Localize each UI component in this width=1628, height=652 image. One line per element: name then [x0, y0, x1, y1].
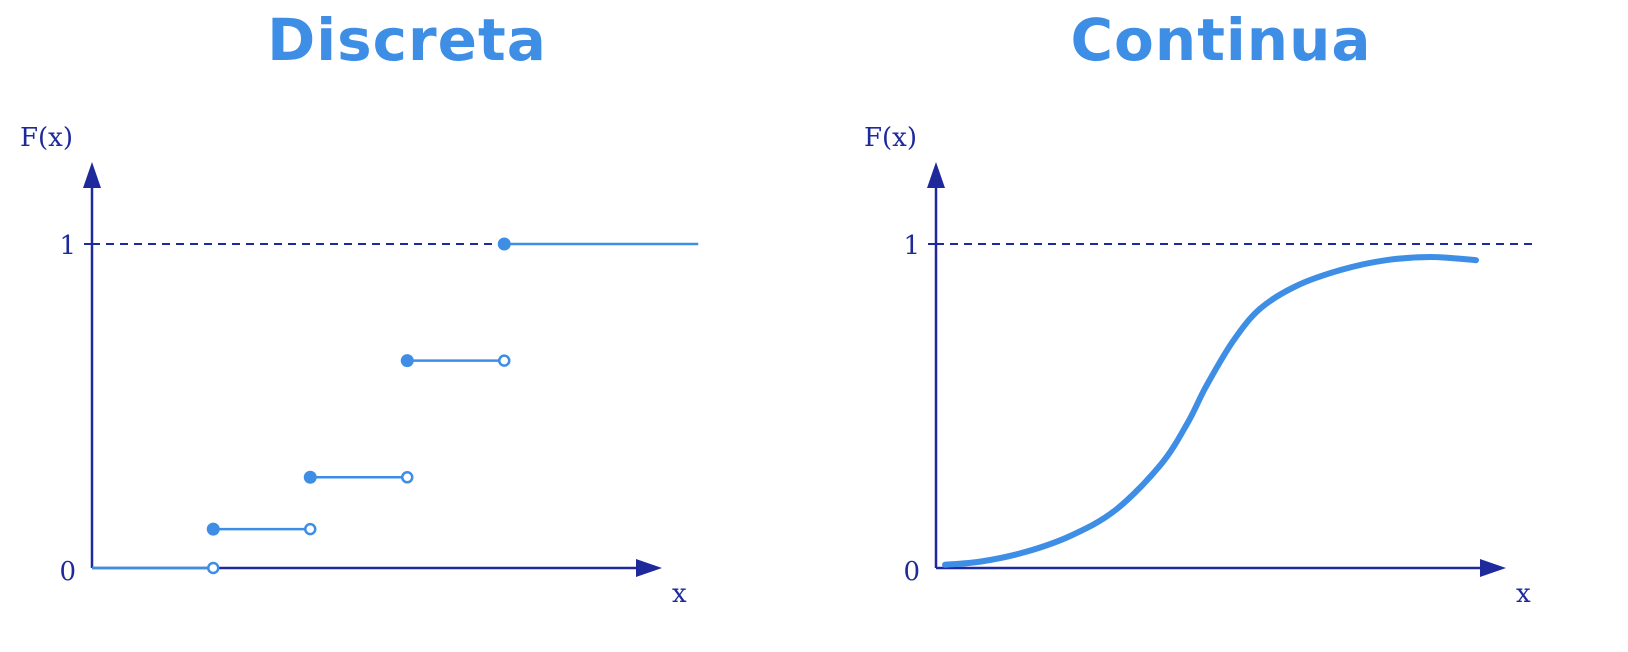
x-axis-arrow-icon: [636, 559, 662, 577]
x-axis-label: x: [672, 579, 687, 609]
cdf-curve-line: [942, 253, 1479, 568]
chart-discreta: 0 1 F(x) x: [20, 123, 699, 609]
chart-title-continua: Continua: [1070, 6, 1372, 74]
step-closed-point: [497, 237, 511, 251]
chart-title-discreta: Discreta: [267, 6, 547, 74]
y-axis-label: F(x): [20, 123, 73, 153]
step-closed-point: [400, 354, 414, 368]
chart-continua: 0 1 F(x) x: [864, 123, 1532, 609]
y-axis-arrow-icon: [83, 162, 101, 188]
chart-panel-continua: Continua 0 1 F(x) x: [814, 0, 1628, 652]
y-tick-label: 1: [903, 231, 920, 261]
step-open-point: [304, 522, 317, 536]
y-tick-label: 1: [59, 231, 76, 261]
x-axis-label: x: [1516, 579, 1531, 609]
chart-panel-discreta: Discreta 0 1 F(x) x: [20, 6, 699, 609]
y-tick-label: 0: [903, 557, 920, 587]
step-open-point: [401, 471, 414, 484]
step-open-point: [498, 354, 511, 367]
x-axis-arrow-icon: [1480, 559, 1506, 577]
step-closed-point: [303, 470, 317, 484]
y-tick-label: 0: [59, 557, 76, 587]
y-axis-arrow-icon: [927, 162, 945, 188]
step-open-point: [207, 561, 220, 575]
step-closed-point: [206, 522, 220, 536]
y-axis-label: F(x): [864, 123, 917, 153]
